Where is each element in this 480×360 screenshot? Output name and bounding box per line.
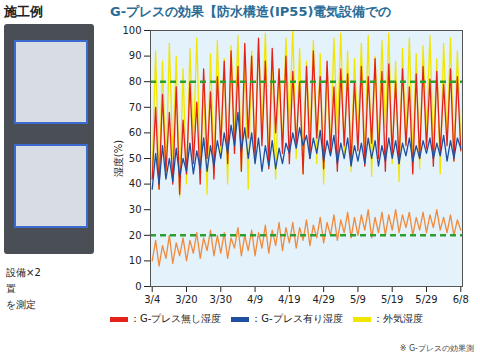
svg-text:3/20: 3/20 xyxy=(175,294,197,305)
svg-text:30: 30 xyxy=(129,204,142,215)
svg-text:4/9: 4/9 xyxy=(247,294,263,305)
svg-text:40: 40 xyxy=(129,178,142,189)
svg-text:5/19: 5/19 xyxy=(381,294,403,305)
svg-text:10: 10 xyxy=(129,255,142,266)
svg-text:3/4: 3/4 xyxy=(144,294,160,305)
svg-text:100: 100 xyxy=(122,25,141,36)
svg-text:3/30: 3/30 xyxy=(210,294,232,305)
svg-text:湿度(%): 湿度(%) xyxy=(113,140,124,177)
svg-text:6/8: 6/8 xyxy=(453,294,469,305)
svg-text:50: 50 xyxy=(129,153,142,164)
html-text:※ G-プレスの効果測: ※ G-プレスの効果測 xyxy=(399,344,474,353)
html-text:：G-プレス有り湿度: ：G-プレス有り湿度 xyxy=(251,313,343,324)
html-text:を測定: を測定 xyxy=(6,299,36,310)
html-text:：外気湿度: ：外気湿度 xyxy=(372,313,423,324)
svg-text:4/19: 4/19 xyxy=(278,294,300,305)
svg-text:70: 70 xyxy=(129,102,142,113)
html-text:施工例: 施工例 xyxy=(4,4,43,19)
html-text:：G-プレス無し湿度: ：G-プレス無し湿度 xyxy=(130,313,222,324)
svg-text:0: 0 xyxy=(135,281,141,292)
svg-text:80: 80 xyxy=(129,76,142,87)
svg-text:5/9: 5/9 xyxy=(350,294,366,305)
html-text:G-プレスの効果【防水構造(IP55)電気設備での: G-プレスの効果【防水構造(IP55)電気設備での xyxy=(110,4,392,19)
svg-text:90: 90 xyxy=(129,50,142,61)
html-text:設備×2: 設備×2 xyxy=(6,267,41,278)
html-text:置: 置 xyxy=(6,283,16,294)
svg-text:60: 60 xyxy=(129,127,142,138)
svg-text:20: 20 xyxy=(129,230,142,241)
svg-text:4/29: 4/29 xyxy=(312,294,334,305)
svg-text:5/29: 5/29 xyxy=(415,294,437,305)
